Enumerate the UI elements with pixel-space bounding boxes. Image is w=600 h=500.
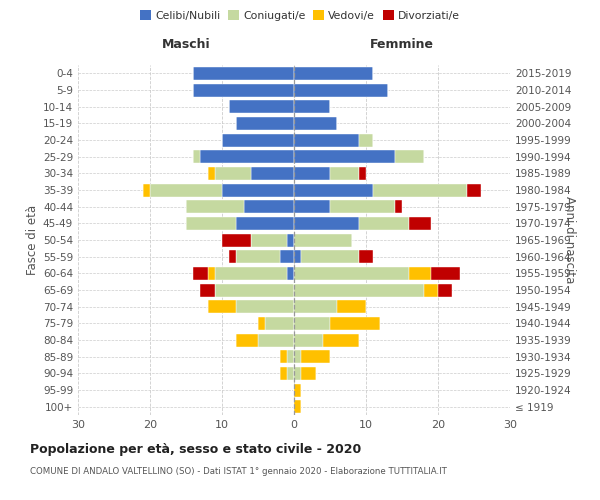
Text: Femmine: Femmine xyxy=(370,38,434,51)
Bar xyxy=(337,300,366,313)
Bar xyxy=(294,234,352,246)
Bar xyxy=(200,150,294,163)
Bar xyxy=(244,200,294,213)
Bar xyxy=(287,367,294,380)
Bar xyxy=(294,84,388,96)
Bar xyxy=(438,284,452,296)
Bar xyxy=(229,250,236,263)
Bar xyxy=(294,250,301,263)
Bar xyxy=(236,117,294,130)
Bar xyxy=(251,234,287,246)
Bar xyxy=(193,84,294,96)
Bar xyxy=(236,334,258,346)
Bar xyxy=(294,100,330,113)
Bar xyxy=(208,300,236,313)
Bar xyxy=(186,217,236,230)
Bar xyxy=(193,67,294,80)
Text: Maschi: Maschi xyxy=(161,38,211,51)
Bar xyxy=(193,150,200,163)
Bar xyxy=(359,134,373,146)
Bar xyxy=(395,200,402,213)
Legend: Celibi/Nubili, Coniugati/e, Vedovi/e, Divorziati/e: Celibi/Nubili, Coniugati/e, Vedovi/e, Di… xyxy=(138,8,462,23)
Bar xyxy=(280,250,294,263)
Bar xyxy=(222,184,294,196)
Bar xyxy=(409,217,431,230)
Bar xyxy=(373,184,467,196)
Bar xyxy=(208,267,215,280)
Bar xyxy=(229,100,294,113)
Bar xyxy=(294,350,301,363)
Bar xyxy=(265,317,294,330)
Bar xyxy=(294,334,323,346)
Bar xyxy=(280,367,287,380)
Bar xyxy=(150,184,222,196)
Text: COMUNE DI ANDALO VALTELLINO (SO) - Dati ISTAT 1° gennaio 2020 - Elaborazione TUT: COMUNE DI ANDALO VALTELLINO (SO) - Dati … xyxy=(30,468,447,476)
Bar xyxy=(294,367,301,380)
Bar xyxy=(143,184,150,196)
Bar xyxy=(208,167,215,180)
Bar xyxy=(294,134,359,146)
Bar xyxy=(215,267,287,280)
Bar xyxy=(258,334,294,346)
Text: Popolazione per età, sesso e stato civile - 2020: Popolazione per età, sesso e stato civil… xyxy=(30,442,361,456)
Y-axis label: Fasce di età: Fasce di età xyxy=(26,205,39,275)
Bar xyxy=(222,234,251,246)
Bar xyxy=(294,267,409,280)
Bar xyxy=(294,184,373,196)
Bar xyxy=(294,67,373,80)
Bar xyxy=(294,384,301,396)
Y-axis label: Anni di nascita: Anni di nascita xyxy=(563,196,576,284)
Bar xyxy=(193,267,208,280)
Bar xyxy=(287,234,294,246)
Bar xyxy=(330,167,359,180)
Bar xyxy=(301,350,330,363)
Bar xyxy=(294,317,330,330)
Bar xyxy=(330,317,380,330)
Bar xyxy=(186,200,244,213)
Bar xyxy=(294,300,337,313)
Bar xyxy=(294,150,395,163)
Bar xyxy=(294,117,337,130)
Bar xyxy=(301,250,359,263)
Bar xyxy=(294,284,424,296)
Bar xyxy=(301,367,316,380)
Bar xyxy=(258,317,265,330)
Bar xyxy=(287,350,294,363)
Bar xyxy=(200,284,215,296)
Bar xyxy=(467,184,481,196)
Bar xyxy=(236,300,294,313)
Bar xyxy=(280,350,287,363)
Bar xyxy=(359,167,366,180)
Bar xyxy=(431,267,460,280)
Bar xyxy=(359,250,373,263)
Bar xyxy=(323,334,359,346)
Bar xyxy=(330,200,395,213)
Bar xyxy=(215,284,294,296)
Bar xyxy=(424,284,438,296)
Bar xyxy=(251,167,294,180)
Bar xyxy=(287,267,294,280)
Bar xyxy=(294,200,330,213)
Bar xyxy=(395,150,424,163)
Bar xyxy=(222,134,294,146)
Bar xyxy=(294,167,330,180)
Bar xyxy=(409,267,431,280)
Bar xyxy=(294,217,359,230)
Bar xyxy=(236,217,294,230)
Bar xyxy=(236,250,280,263)
Bar xyxy=(215,167,251,180)
Bar xyxy=(294,400,301,413)
Bar xyxy=(359,217,409,230)
